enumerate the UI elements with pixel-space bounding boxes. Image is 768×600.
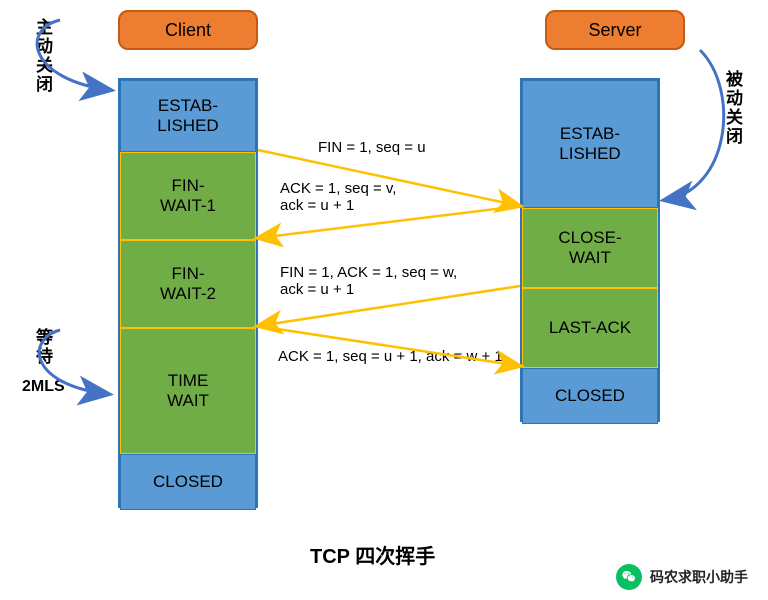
server-state-close-wait: CLOSE- WAIT	[522, 208, 658, 288]
curve-passive-close	[665, 50, 724, 200]
diagram-canvas: Client Server ESTAB- LISHED FIN- WAIT-1 …	[0, 0, 768, 600]
wechat-icon	[616, 564, 642, 590]
client-state-closed: CLOSED	[120, 454, 256, 510]
client-state-time-wait: TIME WAIT	[120, 328, 256, 454]
label-passive-close: 被动关闭	[720, 70, 745, 146]
label-active-close: 主动关闭	[30, 18, 55, 94]
client-state-fin-wait-1: FIN- WAIT-1	[120, 152, 256, 240]
watermark: 码农求职小助手	[616, 564, 748, 590]
server-column: ESTAB- LISHED CLOSE- WAIT LAST-ACK CLOSE…	[520, 78, 660, 422]
diagram-title: TCP 四次挥手	[310, 540, 435, 569]
msg-fin1: FIN = 1, seq = u	[318, 139, 426, 156]
client-column: ESTAB- LISHED FIN- WAIT-1 FIN- WAIT-2 TI…	[118, 78, 258, 508]
server-state-last-ack: LAST-ACK	[522, 288, 658, 368]
msg-ack2: ACK = 1, seq = u + 1, ack = w + 1	[278, 348, 503, 365]
client-header: Client	[118, 10, 258, 50]
msg-ack1: ACK = 1, seq = v, ack = u + 1	[280, 180, 396, 214]
msg-fin2: FIN = 1, ACK = 1, seq = w, ack = u + 1	[280, 264, 457, 298]
client-header-label: Client	[165, 20, 211, 41]
server-state-established: ESTAB- LISHED	[522, 80, 658, 208]
label-wait-2: 2MLS	[22, 378, 65, 396]
client-state-established: ESTAB- LISHED	[120, 80, 256, 152]
watermark-text: 码农求职小助手	[650, 567, 748, 587]
client-state-fin-wait-2: FIN- WAIT-2	[120, 240, 256, 328]
server-header: Server	[545, 10, 685, 50]
server-state-closed: CLOSED	[522, 368, 658, 424]
server-header-label: Server	[588, 20, 641, 41]
label-wait-1: 等待	[30, 328, 55, 366]
